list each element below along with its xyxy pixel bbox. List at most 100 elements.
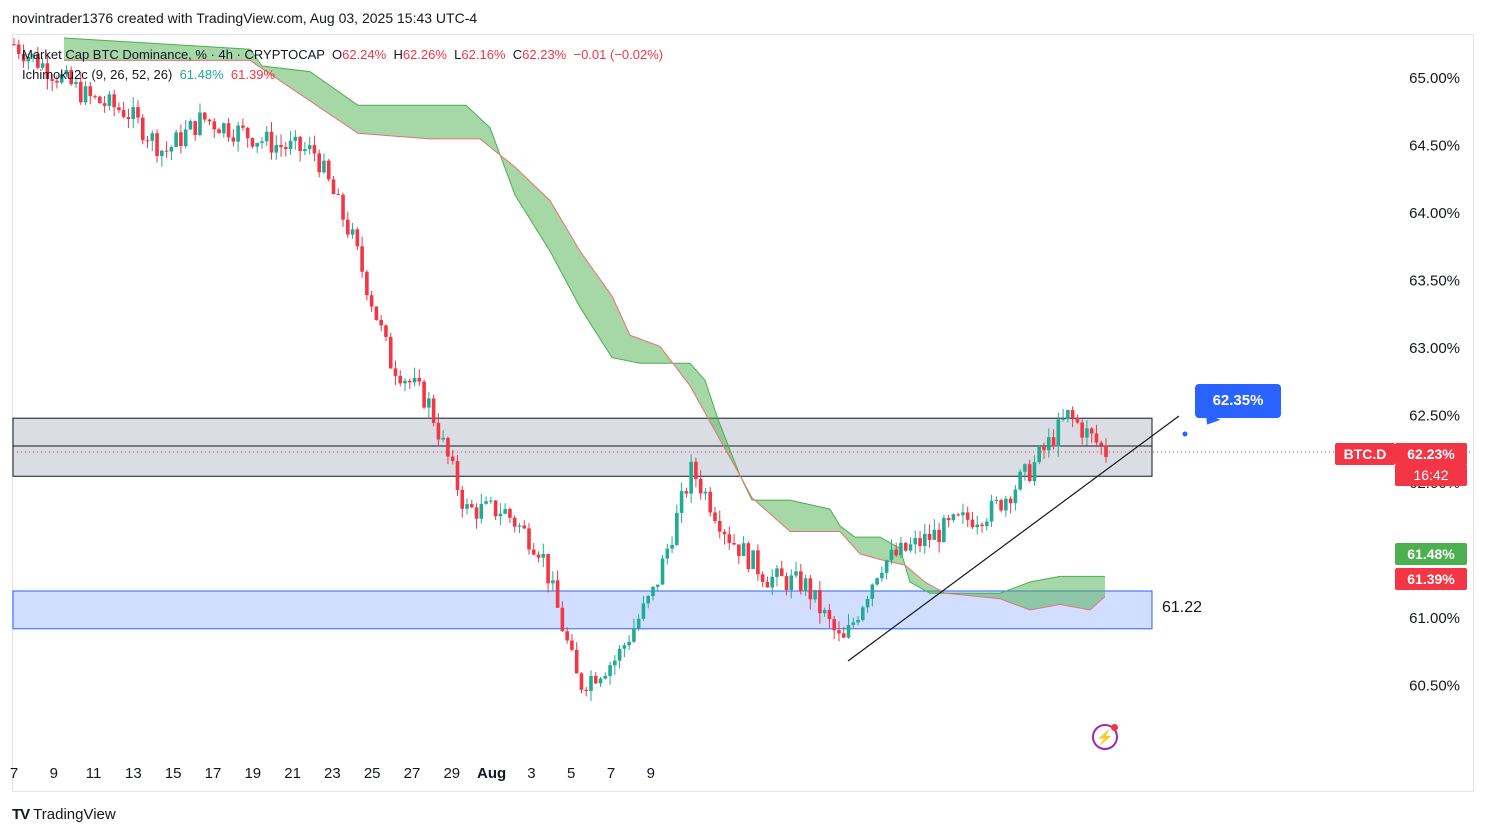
candle-body bbox=[675, 512, 679, 545]
candle-body bbox=[174, 132, 178, 147]
candle-body bbox=[198, 112, 202, 135]
span-b-tag: 61.39% bbox=[1395, 568, 1467, 590]
tradingview-brand[interactable]: TV TradingView bbox=[12, 806, 116, 823]
candle-body bbox=[760, 574, 765, 582]
candle-body bbox=[26, 56, 31, 62]
candle-body bbox=[121, 110, 126, 117]
support-level-label: 61.22 bbox=[1162, 599, 1203, 616]
candle-body bbox=[856, 619, 860, 623]
created-line: novintrader1376 created with TradingView… bbox=[12, 10, 478, 26]
candle-body bbox=[832, 619, 836, 631]
candle-body bbox=[341, 194, 345, 220]
symbol-tag: BTC.D bbox=[1335, 443, 1395, 465]
candle-body bbox=[913, 538, 918, 545]
y-tick-label: 64.50% bbox=[1409, 138, 1460, 155]
candle-body bbox=[808, 578, 813, 600]
candle-body bbox=[589, 675, 593, 691]
candle-body bbox=[984, 521, 989, 527]
candle-body bbox=[117, 107, 121, 111]
candle-body bbox=[746, 543, 751, 570]
candle-body bbox=[164, 150, 169, 152]
candle-body bbox=[617, 648, 622, 661]
candle-body bbox=[694, 461, 698, 479]
candle-body bbox=[450, 456, 455, 462]
candle-body bbox=[1061, 418, 1065, 420]
candle-body bbox=[975, 524, 980, 528]
candle-body bbox=[379, 319, 383, 326]
candle-body bbox=[679, 491, 684, 513]
candle-body bbox=[646, 596, 651, 604]
candle-body bbox=[1066, 410, 1070, 419]
candle-body bbox=[989, 500, 994, 522]
candle-body bbox=[145, 140, 150, 142]
candle-body bbox=[641, 603, 646, 619]
candle-body bbox=[422, 381, 426, 408]
candle-body bbox=[83, 86, 88, 103]
candle-body bbox=[317, 153, 321, 173]
candle-body bbox=[899, 542, 903, 556]
candle-body bbox=[303, 149, 307, 151]
candle-body bbox=[231, 137, 236, 142]
candle-body bbox=[355, 229, 360, 247]
candle-body bbox=[274, 145, 279, 153]
candle-body bbox=[684, 491, 689, 494]
lightning-icon[interactable]: ⚡ bbox=[1092, 724, 1118, 750]
x-tick-label: 17 bbox=[205, 765, 222, 782]
x-tick-label: 15 bbox=[165, 765, 182, 782]
candle-body bbox=[579, 673, 584, 690]
candle-body bbox=[345, 219, 350, 235]
candle-body bbox=[970, 519, 975, 528]
candle-body bbox=[1042, 447, 1046, 451]
candle-body bbox=[360, 246, 364, 272]
candle-body bbox=[536, 554, 541, 558]
candle-body bbox=[636, 618, 641, 629]
candle-body bbox=[741, 543, 746, 556]
candle-body bbox=[508, 508, 512, 518]
candle-body bbox=[841, 633, 846, 638]
candle-body bbox=[1008, 498, 1013, 504]
candle-body bbox=[407, 380, 412, 383]
candle-body bbox=[264, 131, 269, 142]
candle-body bbox=[336, 194, 341, 196]
legend-symbol-row[interactable]: Market Cap BTC Dominance, % · 4h · CRYPT… bbox=[22, 45, 663, 65]
candle-body bbox=[598, 678, 603, 684]
indicator-name: Ichimoku2c (9, 26, 52, 26) bbox=[22, 67, 173, 82]
x-tick-label: 25 bbox=[364, 765, 381, 782]
brand-name: TradingView bbox=[33, 806, 116, 823]
candle-body bbox=[74, 82, 78, 85]
candle-body bbox=[927, 533, 932, 540]
legend-change: −0.01 (−0.02%) bbox=[573, 47, 664, 62]
candle-body bbox=[78, 82, 83, 103]
span-a-tag: 61.48% bbox=[1395, 543, 1467, 565]
candle-body bbox=[279, 145, 283, 148]
candle-body bbox=[474, 507, 479, 519]
candle-body bbox=[665, 548, 670, 559]
legend-indicator-row[interactable]: Ichimoku2c (9, 26, 52, 26) 61.48% 61.39% bbox=[22, 65, 663, 85]
candle-body bbox=[799, 571, 803, 592]
candle-body bbox=[393, 368, 398, 376]
indicator-value-1: 61.48% bbox=[179, 67, 224, 82]
candle-body bbox=[212, 121, 217, 130]
candle-body bbox=[1046, 437, 1051, 451]
candle-body bbox=[1027, 464, 1032, 482]
candle-body bbox=[150, 133, 155, 141]
candle-body bbox=[312, 145, 317, 154]
candle-body bbox=[1018, 471, 1022, 490]
callout-anchor-dot bbox=[1182, 431, 1188, 437]
candle-body bbox=[837, 630, 841, 634]
candle-body bbox=[908, 544, 913, 551]
candle-body bbox=[479, 503, 484, 519]
candle-body bbox=[1099, 442, 1104, 446]
y-tick-label: 63.50% bbox=[1409, 273, 1460, 290]
candle-body bbox=[207, 119, 212, 122]
candle-body bbox=[21, 53, 26, 62]
target-callout[interactable]: 62.35% bbox=[1195, 384, 1281, 418]
ichimoku-span-a bbox=[63, 37, 1105, 594]
candle-body bbox=[293, 136, 298, 141]
candle-body bbox=[369, 295, 374, 307]
candle-body bbox=[875, 578, 879, 585]
candle-body bbox=[584, 689, 589, 691]
candle-body bbox=[245, 127, 250, 139]
candle-body bbox=[713, 512, 717, 522]
